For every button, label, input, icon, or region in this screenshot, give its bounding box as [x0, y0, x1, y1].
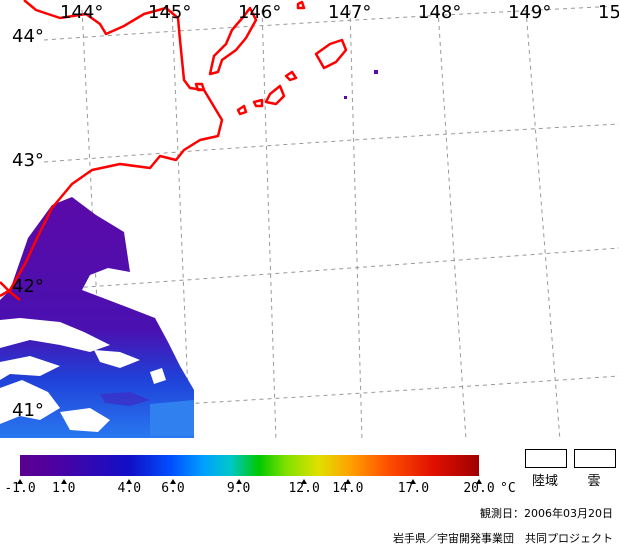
- color-bar-tick-label: -1.0: [4, 481, 36, 496]
- longitude-label-149: 149°: [508, 2, 552, 23]
- color-bar-tick-label: 12.0: [288, 481, 320, 496]
- cloud-swatch: [574, 449, 616, 468]
- color-bar-tick-mark: [476, 479, 482, 484]
- temperature-unit: °C: [500, 481, 516, 496]
- color-bar-tick-label: 1.0: [51, 481, 76, 496]
- longitude-label-144: 144°: [60, 2, 104, 23]
- longitude-label-147: 147°: [328, 2, 372, 23]
- credit-line: 岩手県／宇宙開発事業団 共同プロジェクト: [393, 532, 613, 545]
- color-bar-tick-label: 9.0: [226, 481, 251, 496]
- color-bar-tick-label: 20.0: [463, 481, 495, 496]
- latitude-label-43: 43°: [12, 150, 44, 171]
- color-bar-tick-mark: [344, 479, 351, 484]
- color-bar-tick-mark: [235, 479, 242, 484]
- color-bar-tick-label: 6.0: [161, 481, 185, 496]
- map-canvas: [0, 0, 619, 440]
- longitude-label-148: 148°: [418, 2, 462, 23]
- sst-data: [0, 197, 194, 438]
- sst-map: 144° 145° 146° 147° 148° 149° 15 44° 43°…: [0, 0, 619, 440]
- cloud-label: 雲: [587, 474, 601, 489]
- color-bar-tick-mark: [301, 479, 308, 484]
- longitude-label-146: 146°: [238, 2, 282, 23]
- coastline: [0, 0, 348, 301]
- small-islands: [344, 70, 378, 99]
- color-bar-tick-mark: [60, 479, 67, 484]
- color-bar-tick-label: 14.0: [332, 481, 364, 496]
- longitude-label-145: 145°: [148, 2, 192, 23]
- longitude-label-150: 15: [598, 2, 619, 23]
- color-bar-tick-label: 17.0: [397, 481, 430, 496]
- temperature-color-bar: [20, 455, 479, 476]
- color-bar-tick-mark: [410, 479, 417, 484]
- observation-date: 観測日：2006年03月20日: [480, 507, 613, 520]
- color-bar-tick-mark: [126, 479, 133, 484]
- latitude-label-41: 41°: [12, 400, 44, 421]
- color-bar-tick-mark: [170, 479, 176, 484]
- land-swatch: [525, 449, 567, 468]
- land-label: 陸域: [531, 474, 558, 489]
- color-bar-tick-label: 4.0: [117, 481, 142, 496]
- latitude-label-42: 42°: [12, 276, 44, 297]
- latitude-label-44: 44°: [12, 26, 44, 47]
- color-bar-tick-mark: [17, 479, 23, 484]
